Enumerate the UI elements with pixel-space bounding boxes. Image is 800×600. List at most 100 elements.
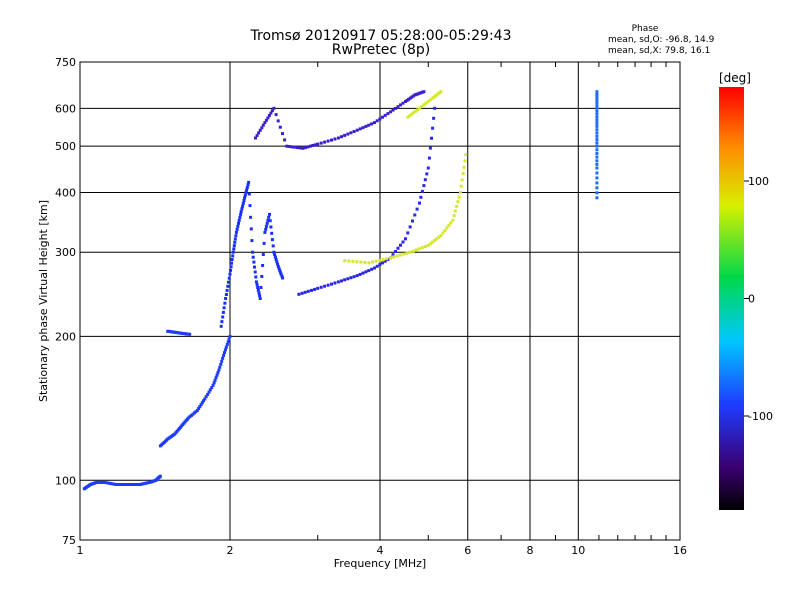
data-point (419, 195, 423, 199)
data-point (432, 116, 436, 120)
data-point (316, 142, 320, 146)
data-point (276, 119, 280, 123)
data-point (426, 166, 430, 170)
data-point (423, 178, 427, 182)
data-point (204, 395, 208, 399)
data-point (595, 166, 599, 170)
data-point (411, 94, 415, 98)
data-point (279, 272, 283, 276)
data-point (221, 356, 225, 360)
y-tick-label: 75 (62, 534, 76, 547)
data-point (336, 136, 340, 140)
data-point (452, 214, 456, 218)
data-point (211, 383, 215, 387)
data-point (595, 115, 599, 119)
data-point (343, 259, 347, 263)
data-point (413, 213, 417, 217)
x-tick-label: 1 (77, 544, 84, 557)
data-point (381, 258, 385, 261)
data-point (408, 96, 412, 100)
data-point (261, 264, 265, 267)
data-point (347, 259, 351, 263)
data-point (221, 310, 225, 314)
data-point (219, 324, 223, 328)
data-point (252, 260, 256, 264)
data-point (595, 134, 599, 138)
data-point (203, 397, 207, 401)
stats-line-o: mean, sd,O: -96.8, 14.9 (608, 35, 715, 45)
data-point (251, 250, 255, 254)
x-tick-label: 2 (227, 544, 234, 557)
data-point (143, 481, 147, 485)
data-points (82, 90, 599, 491)
colorbar-tick-label: 100 (748, 175, 769, 188)
data-point (254, 275, 258, 279)
data-point (253, 265, 256, 269)
data-point (238, 215, 242, 219)
data-point (422, 184, 426, 188)
data-point (326, 139, 330, 143)
data-point (435, 237, 439, 241)
data-point (433, 239, 437, 242)
data-point (416, 108, 419, 112)
x-axis-label: Frequency [MHz] (334, 557, 426, 570)
data-point (134, 483, 138, 486)
data-point (364, 124, 368, 128)
data-point (396, 105, 400, 109)
data-point (251, 255, 255, 259)
data-point (244, 191, 248, 195)
data-point (264, 224, 268, 228)
x-tick-label: 8 (527, 544, 534, 557)
data-point (258, 297, 262, 300)
data-point (237, 218, 241, 222)
data-point (459, 184, 463, 188)
data-point (231, 254, 235, 258)
data-point (239, 212, 243, 216)
data-point (361, 271, 365, 275)
data-point (415, 207, 419, 211)
data-point (340, 279, 343, 283)
y-tick-label: 100 (55, 474, 76, 487)
data-point (255, 283, 259, 287)
data-point (420, 105, 424, 109)
data-point (207, 390, 211, 394)
data-point (595, 196, 599, 200)
data-point (264, 227, 268, 231)
data-point (278, 125, 282, 129)
data-point (412, 111, 416, 115)
data-point (358, 127, 362, 131)
data-point (257, 131, 261, 135)
data-point (303, 146, 307, 150)
data-point (417, 247, 421, 251)
data-point (316, 286, 320, 290)
data-point (364, 270, 368, 274)
data-point (232, 247, 236, 251)
data-point (237, 221, 240, 225)
data-point (595, 112, 599, 116)
data-point (464, 153, 468, 157)
data-point (234, 234, 238, 238)
data-point (378, 258, 382, 262)
data-point (319, 141, 323, 145)
data-point (268, 212, 271, 216)
data-point (395, 254, 399, 258)
y-tick-label: 300 (55, 246, 76, 259)
data-point (132, 483, 136, 486)
data-point (195, 408, 199, 412)
data-point (223, 348, 227, 352)
data-point (453, 209, 457, 213)
x-tick-label: 10 (571, 544, 585, 557)
data-point (273, 255, 277, 259)
data-point (219, 362, 223, 366)
data-point (346, 132, 350, 136)
data-point (220, 359, 224, 363)
data-point (245, 188, 249, 192)
y-tick-label: 400 (55, 186, 76, 199)
data-point (232, 244, 236, 248)
data-point (249, 227, 253, 231)
data-point (277, 266, 281, 270)
data-point (595, 104, 599, 108)
data-point (352, 275, 356, 279)
data-point (243, 196, 247, 200)
